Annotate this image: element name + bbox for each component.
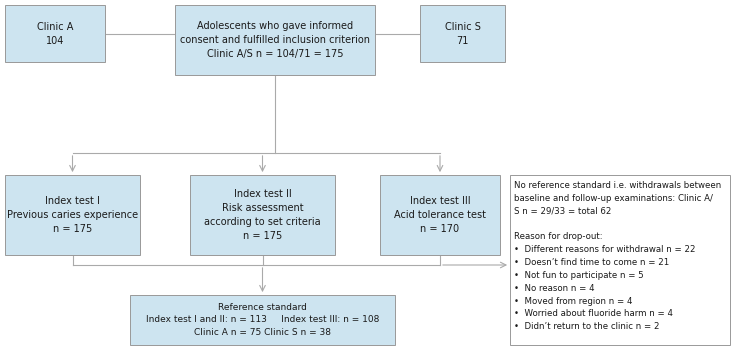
Text: Index test II
Risk assessment
according to set criteria
n = 175: Index test II Risk assessment according …: [204, 189, 321, 241]
FancyBboxPatch shape: [130, 295, 395, 345]
FancyBboxPatch shape: [420, 5, 505, 62]
FancyBboxPatch shape: [190, 175, 335, 255]
Text: Clinic S
71: Clinic S 71: [445, 21, 481, 46]
FancyBboxPatch shape: [510, 175, 730, 345]
FancyBboxPatch shape: [5, 5, 105, 62]
FancyBboxPatch shape: [380, 175, 500, 255]
Text: Index test I
Previous caries experience
n = 175: Index test I Previous caries experience …: [7, 196, 138, 234]
Text: Clinic A
104: Clinic A 104: [37, 21, 73, 46]
Text: No reference standard i.e. withdrawals between
baseline and follow-up examinatio: No reference standard i.e. withdrawals b…: [514, 181, 721, 331]
Text: Adolescents who gave informed
consent and fulfilled inclusion criterion
Clinic A: Adolescents who gave informed consent an…: [180, 21, 370, 59]
FancyBboxPatch shape: [5, 175, 140, 255]
FancyBboxPatch shape: [175, 5, 375, 75]
Text: Reference standard
Index test I and II: n = 113     Index test III: n = 108
Clin: Reference standard Index test I and II: …: [146, 303, 379, 337]
Text: Index test III
Acid tolerance test
n = 170: Index test III Acid tolerance test n = 1…: [394, 196, 486, 234]
